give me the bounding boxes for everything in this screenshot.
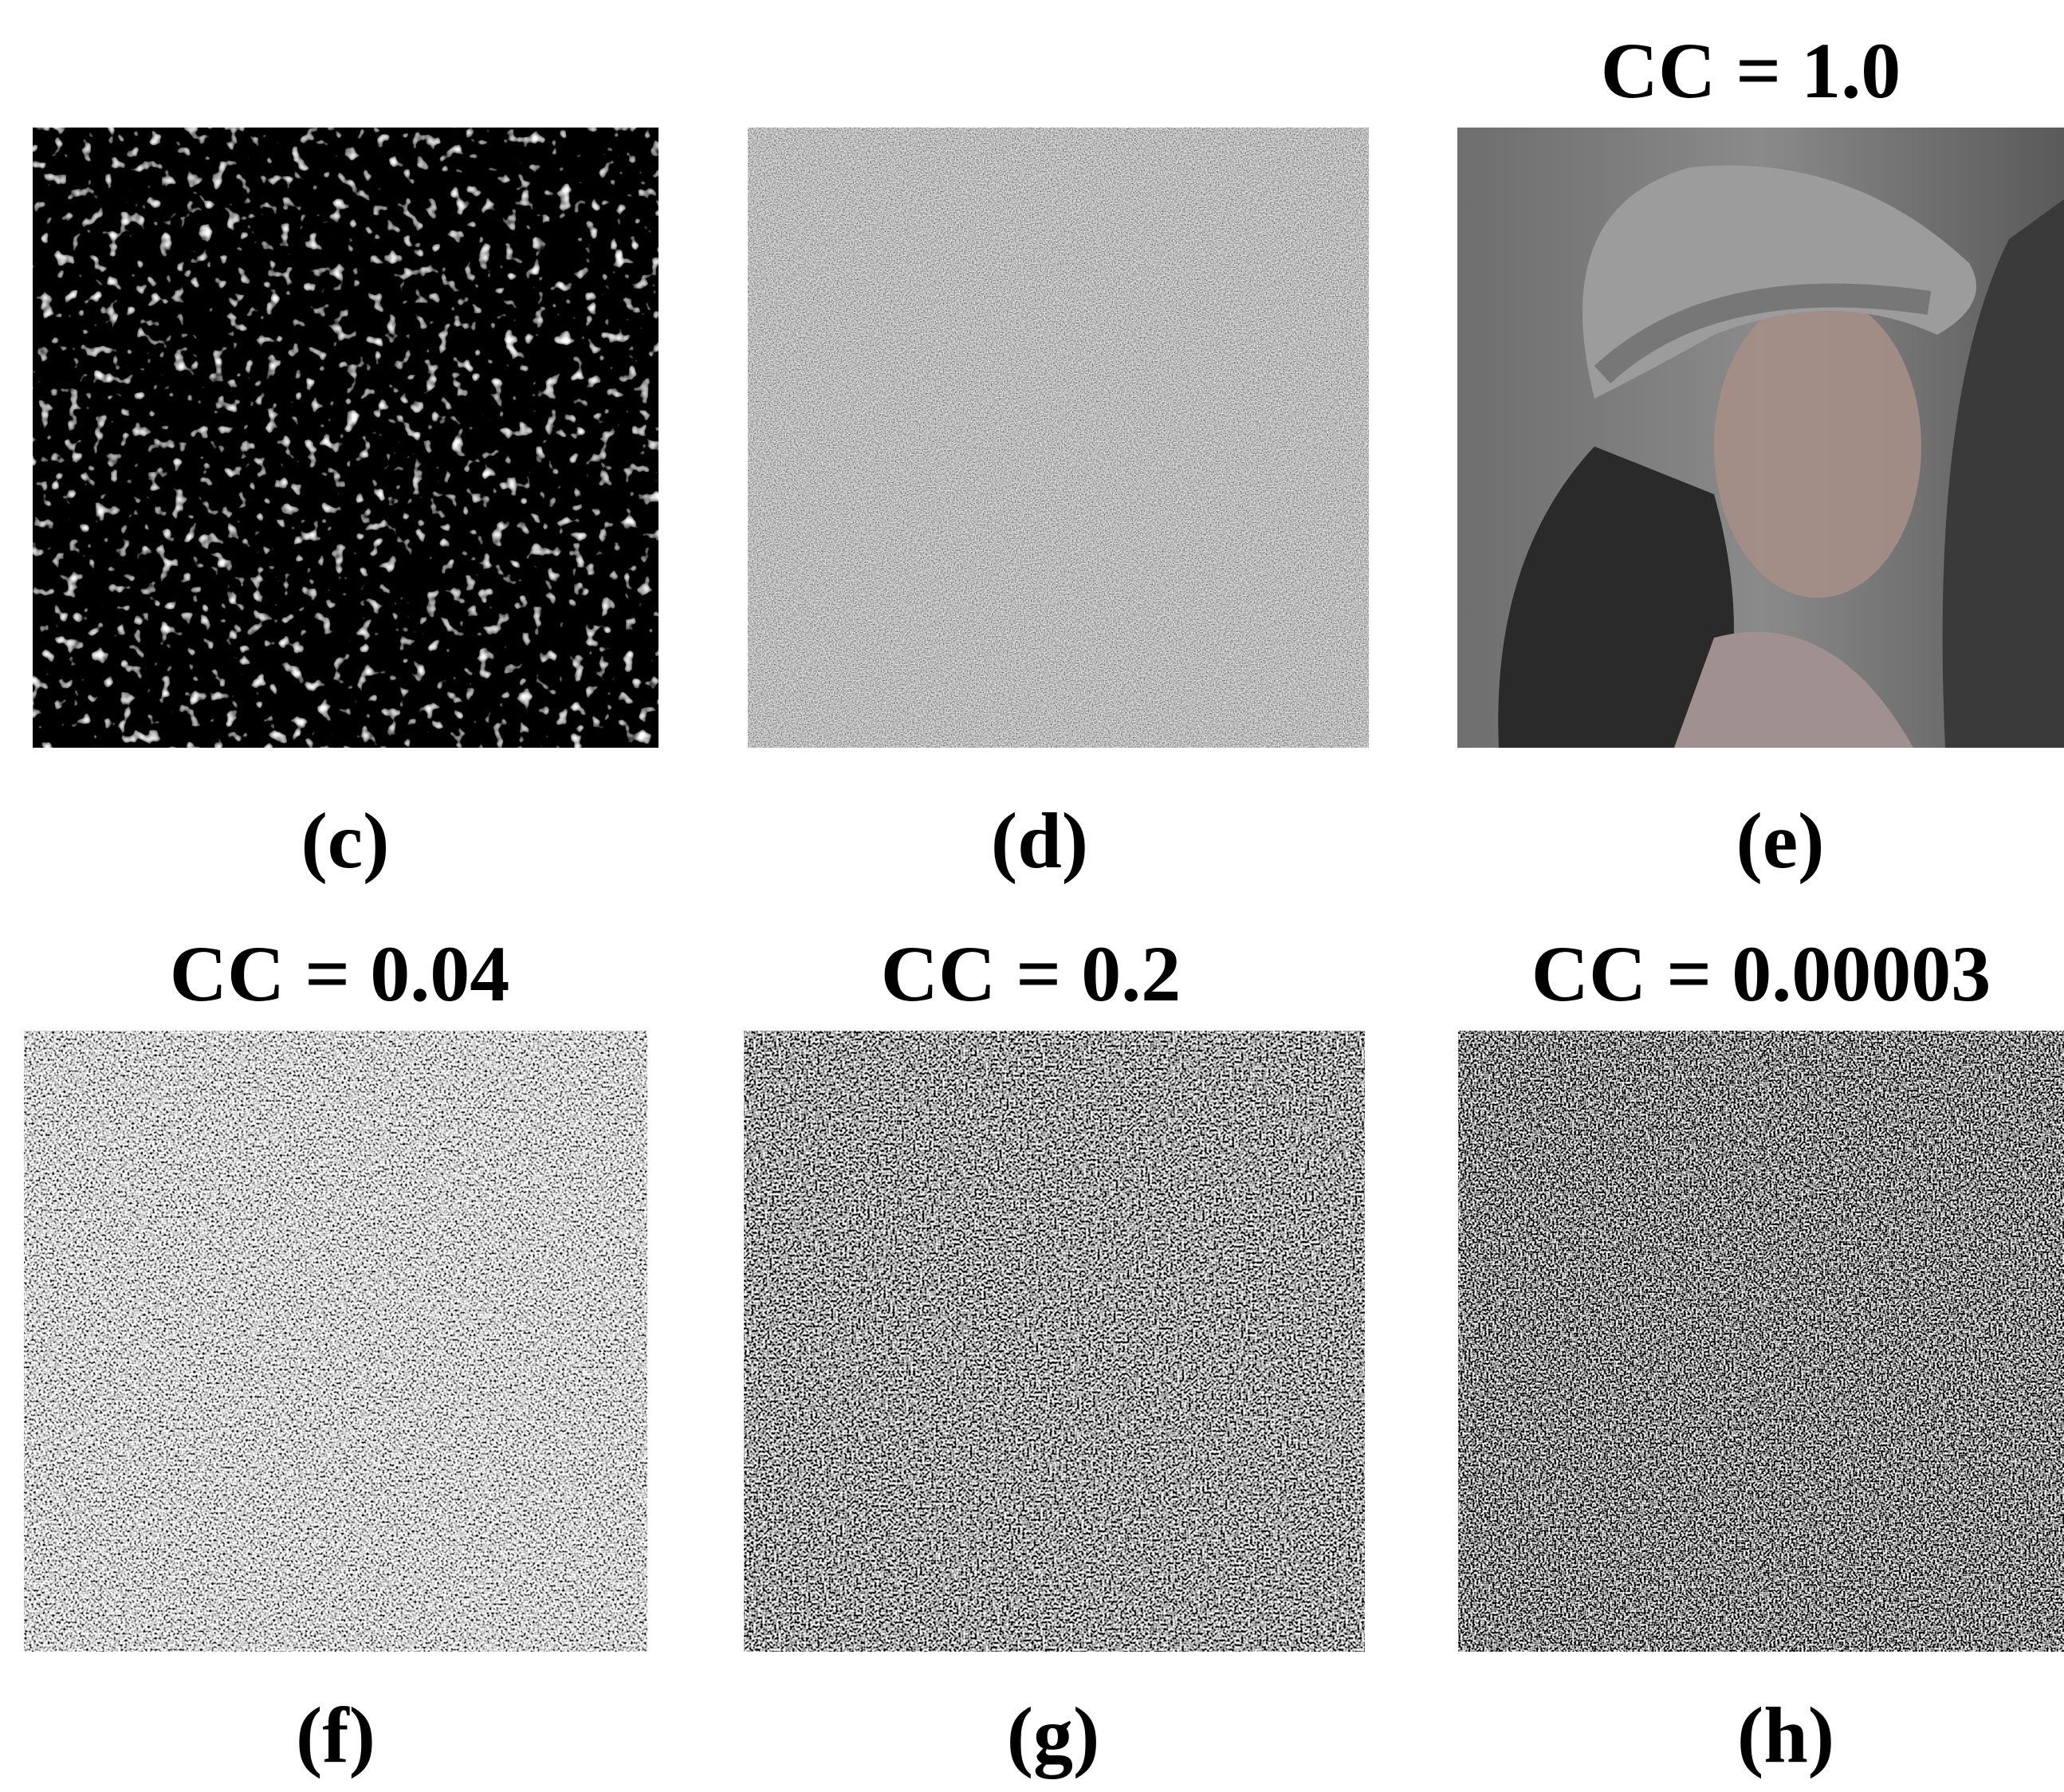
image-panel bbox=[1457, 128, 2064, 748]
panel-label: (c) bbox=[301, 796, 390, 885]
image-panel bbox=[24, 1031, 647, 1652]
panel-label: (h) bbox=[1737, 1691, 1834, 1779]
image-panel bbox=[33, 128, 659, 748]
figure: CC = 1.0 (c) (d) (e) CC = 0.04 CC = 0.2 … bbox=[0, 0, 2064, 1792]
image-panel bbox=[748, 128, 1369, 748]
panel-title: CC = 0.2 bbox=[881, 929, 1181, 1018]
panel-title: CC = 0.00003 bbox=[1531, 929, 1991, 1018]
image-panel bbox=[1458, 1031, 2064, 1652]
image-panel bbox=[744, 1031, 1365, 1652]
panel-label: (e) bbox=[1736, 796, 1825, 885]
panel-label: (g) bbox=[1007, 1691, 1100, 1779]
panel-title: CC = 1.0 bbox=[1601, 26, 1901, 115]
panel-title: CC = 0.04 bbox=[170, 929, 509, 1018]
panel-label: (f) bbox=[296, 1691, 375, 1779]
panel-label: (d) bbox=[991, 796, 1088, 885]
